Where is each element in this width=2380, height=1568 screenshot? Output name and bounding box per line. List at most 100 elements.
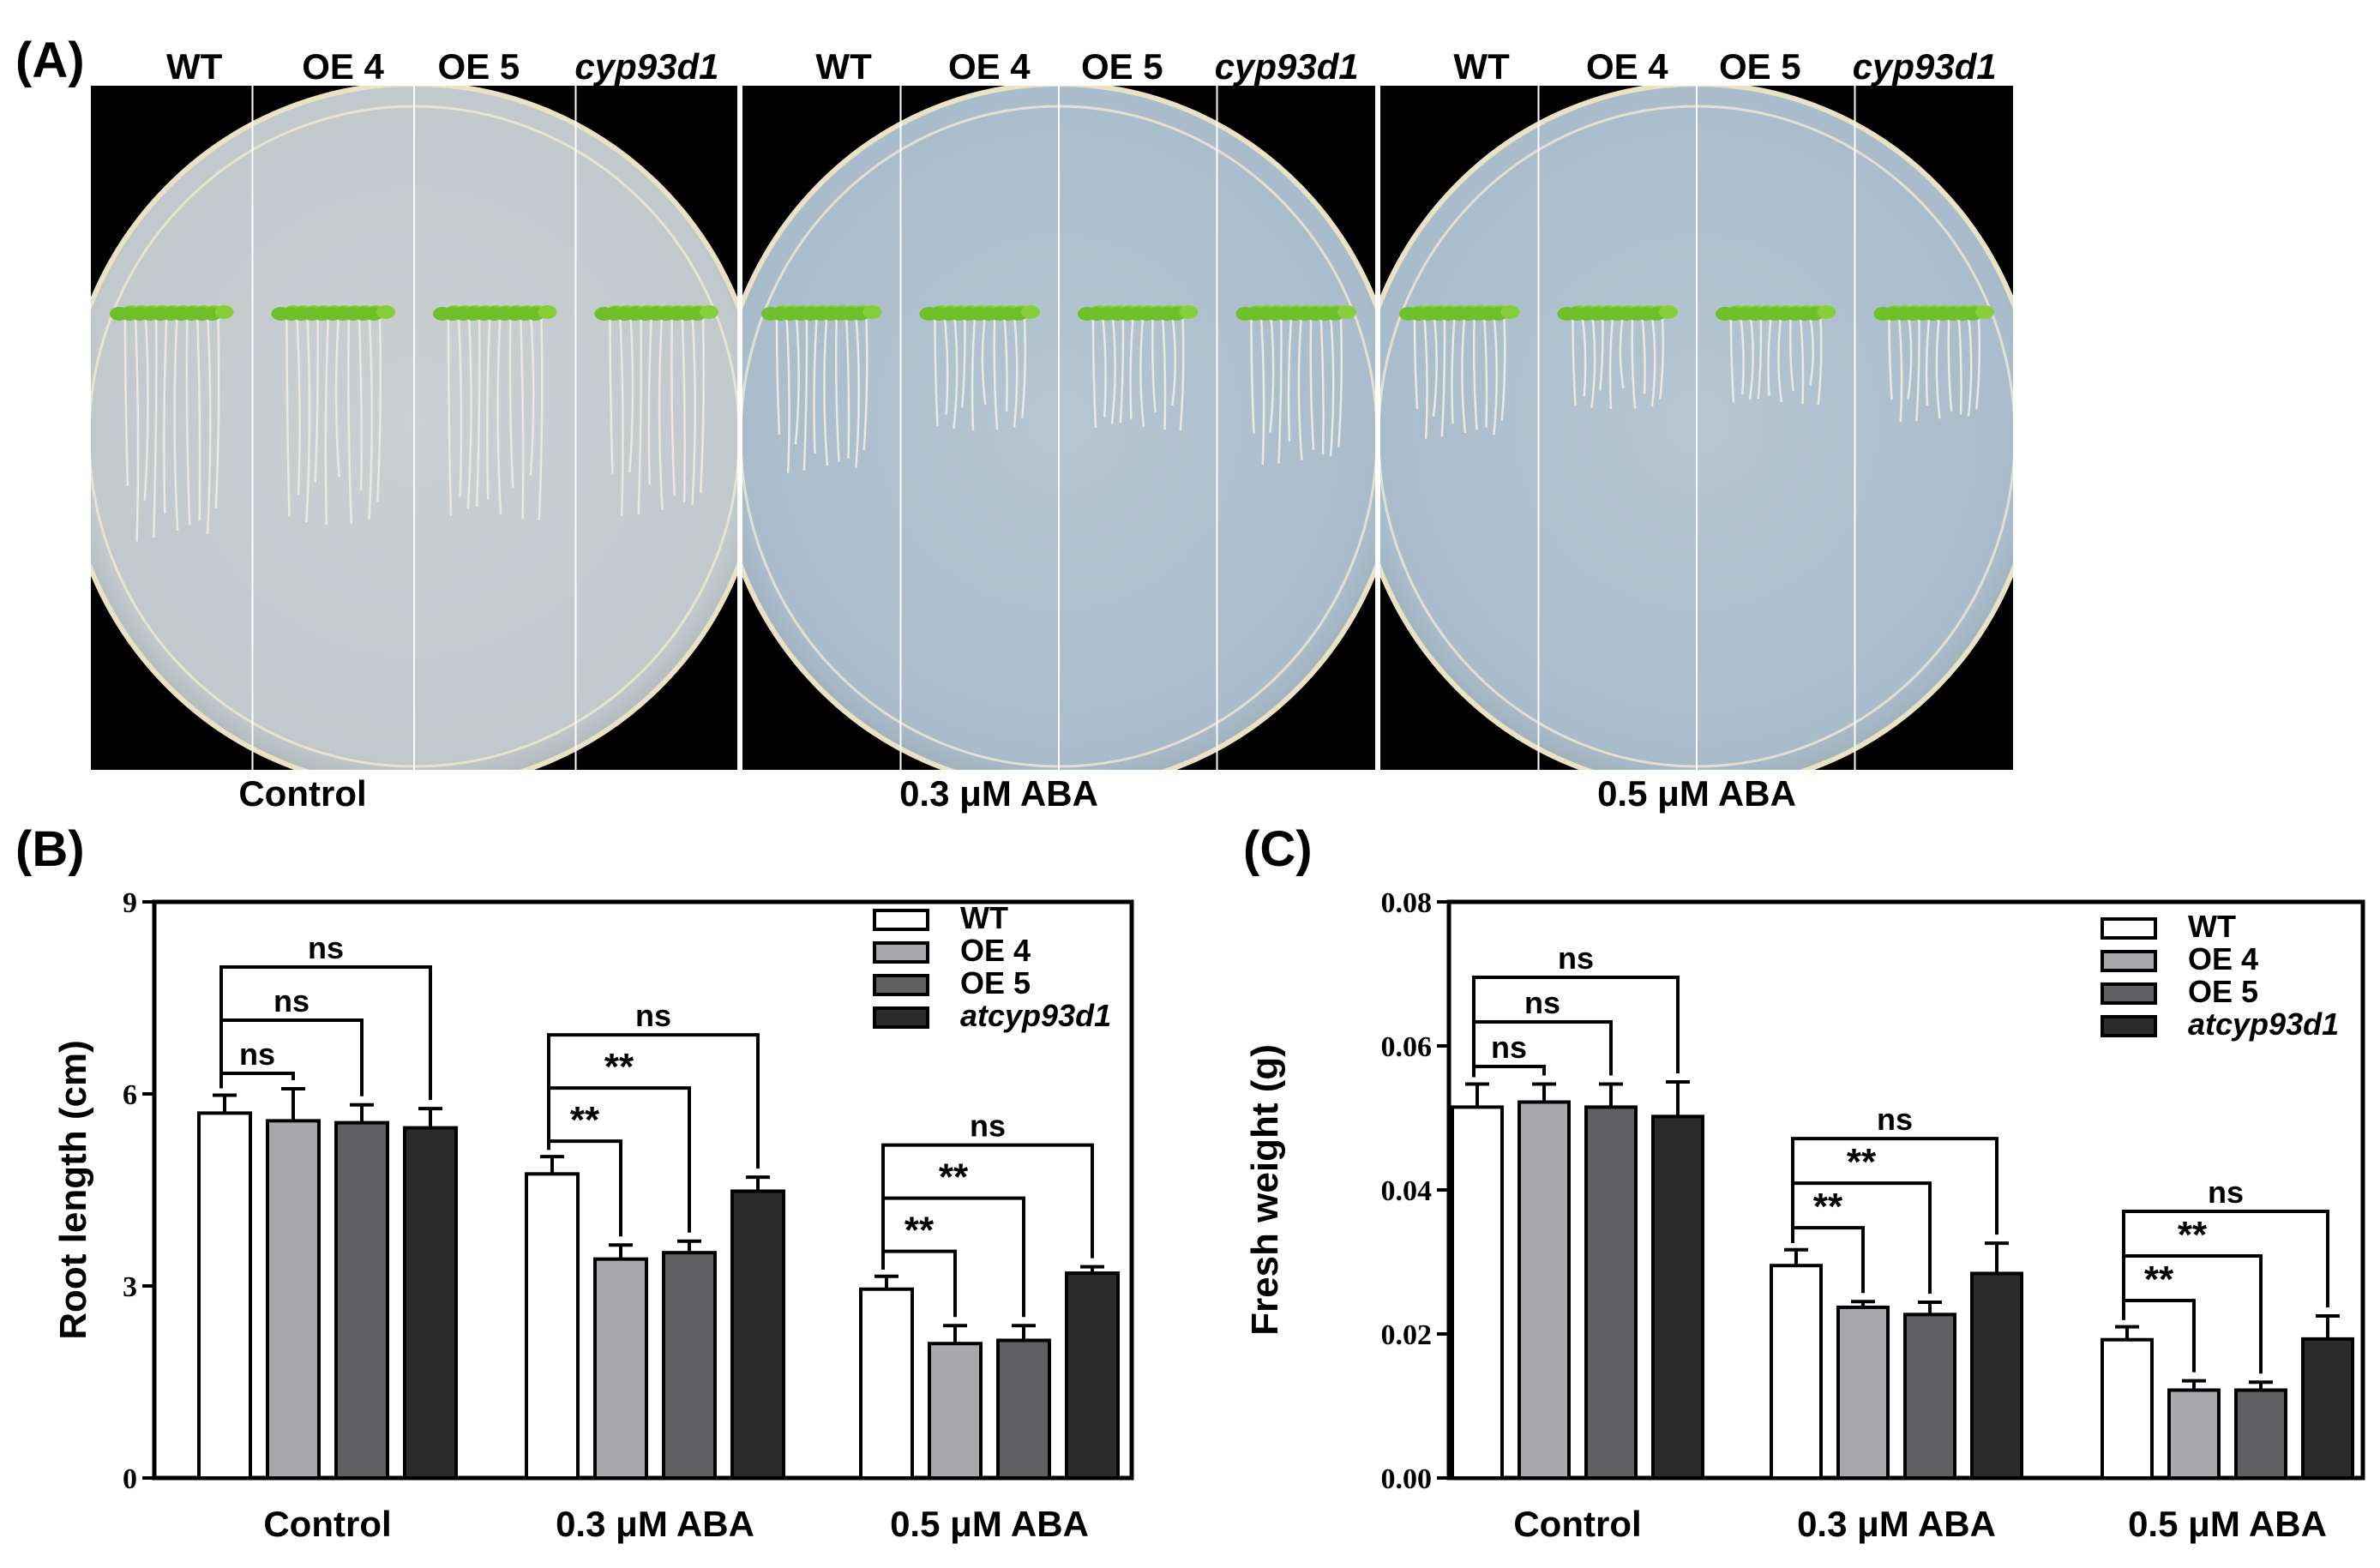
seedling-root: [173, 318, 179, 531]
seedling-root: [802, 318, 808, 471]
significance-label: ns: [970, 1108, 1006, 1144]
significance-label: ns: [2208, 1174, 2244, 1210]
seedling-root: [1757, 318, 1763, 400]
bar: [593, 1257, 648, 1481]
significance-bracket: [2122, 1210, 2329, 1320]
seedling-root: [1003, 318, 1008, 412]
y-tick-label: 0: [123, 1463, 137, 1495]
seedling-root: [152, 318, 158, 538]
seedling-root: [305, 318, 311, 523]
seedling-root: [1269, 318, 1275, 433]
seedling-root: [1659, 318, 1665, 400]
seedling-root: [1888, 318, 1893, 400]
significance-label: **: [2144, 1259, 2174, 1301]
genotype-label: cyp93d1: [1215, 46, 1359, 87]
seedling-root: [1021, 318, 1027, 418]
x-category-label: 0.3 μM ABA: [556, 1504, 754, 1544]
seedling-root: [691, 318, 697, 506]
seedling-root: [981, 318, 987, 406]
panel-a-label: (A): [15, 33, 85, 88]
seedling-root: [185, 318, 191, 526]
bar: [1518, 1100, 1571, 1481]
bar: [1065, 1271, 1120, 1480]
legend-label: OE 5: [2188, 974, 2258, 1009]
y-tick-label: 6: [123, 1079, 137, 1111]
seedling-root: [447, 318, 453, 516]
seedling-root: [1590, 318, 1596, 408]
seedling-root: [1319, 318, 1325, 455]
seedling-root: [1817, 318, 1823, 406]
seedling-leaf: [538, 305, 557, 319]
legend-label: OE 4: [2188, 941, 2258, 976]
genotype-label: WT: [815, 46, 872, 87]
seedling-root: [1451, 318, 1456, 424]
seedling-root: [1151, 318, 1157, 413]
seedling-root: [834, 318, 840, 462]
seedling-root: [1809, 318, 1814, 386]
seedling-leaf: [1500, 305, 1520, 319]
significance-label: **: [939, 1156, 969, 1199]
seedling-root: [845, 318, 850, 459]
y-tick-label: 0.00: [1381, 1463, 1433, 1495]
seedling-root: [358, 318, 363, 490]
chart-fresh-weight: (C) 0.00 0.02 0.04 0.06 0.08 Fresh weight (g) C…: [1243, 821, 2365, 1544]
bar: [1651, 1114, 1704, 1480]
x-category-label: 0.5 μM ABA: [2128, 1504, 2327, 1544]
seedling-root: [1329, 318, 1335, 457]
bar: [1903, 1313, 1956, 1480]
seedling-root: [855, 318, 861, 468]
seedling-root: [1337, 318, 1343, 448]
genotype-label: OE 5: [1081, 46, 1163, 87]
seedling-root: [1171, 318, 1176, 406]
legend-swatch: [873, 909, 929, 931]
genotype-label: OE 4: [1586, 46, 1668, 87]
bar: [1970, 1271, 2023, 1480]
y-tick-label: 3: [123, 1271, 137, 1303]
seedling-root: [953, 318, 959, 430]
significance-label: ns: [239, 1036, 275, 1072]
seedling-root: [1461, 318, 1467, 434]
bar: [928, 1342, 983, 1480]
y-tick-label: 0.06: [1381, 1031, 1433, 1063]
significance-label: **: [570, 1099, 600, 1141]
significance-bracket: [1791, 1137, 1998, 1243]
bar: [1451, 1105, 1504, 1481]
genotype-label: OE 5: [438, 46, 520, 87]
seedling-leaf: [1659, 305, 1678, 319]
significance-label: ns: [1877, 1102, 1913, 1137]
seedling-root: [775, 318, 781, 436]
seedling-root: [1277, 318, 1283, 464]
seedling-root: [628, 318, 634, 473]
bar: [662, 1251, 717, 1480]
genotype-label: cyp93d1: [1853, 46, 1997, 87]
seedling-root: [993, 318, 999, 430]
seedling-root: [314, 318, 320, 483]
seedling-root: [862, 318, 868, 450]
legend-swatch: [2101, 1015, 2157, 1037]
bar: [403, 1126, 458, 1481]
genotype-label: OE 5: [1719, 46, 1801, 87]
seedling-root: [508, 318, 514, 489]
seedling-root: [1259, 318, 1265, 466]
bar: [859, 1287, 914, 1480]
seedling-root: [214, 318, 220, 508]
seedling-root: [700, 318, 706, 493]
legend-label: WT: [960, 900, 1008, 935]
legend-swatch: [873, 941, 929, 964]
significance-bracket: [1472, 1065, 1546, 1078]
seedling-root: [1740, 318, 1745, 395]
legend-label: OE 5: [960, 965, 1031, 1000]
panel-label: (C): [1243, 821, 1313, 877]
seedling-root: [1907, 318, 1913, 400]
bar: [2101, 1337, 2154, 1480]
seedling-root: [520, 318, 525, 520]
panel-a-plates: WT OE 4 OE 5 cyp93d1 Control WT OE 4 OE 5 cyp93d…: [91, 46, 2013, 814]
seedling-root: [206, 318, 212, 534]
seedling-root: [1897, 318, 1903, 423]
legend-swatch: [873, 1006, 929, 1029]
seedling-root: [475, 318, 481, 508]
plate-photo: [91, 86, 737, 770]
seedling-root: [794, 318, 800, 445]
significance-label: **: [1847, 1141, 1877, 1183]
seedling-root: [334, 318, 340, 478]
